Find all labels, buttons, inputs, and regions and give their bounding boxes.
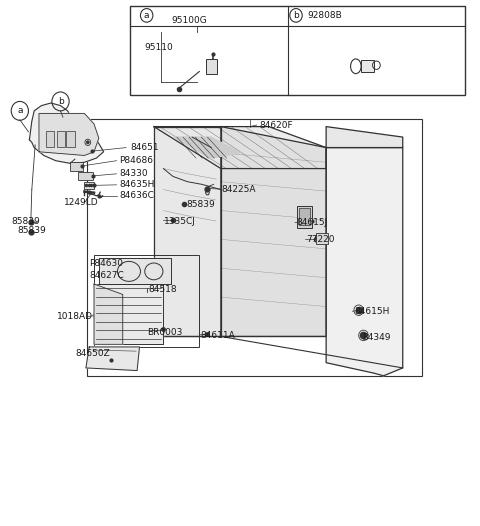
- Text: 1018AD: 1018AD: [57, 312, 93, 321]
- FancyBboxPatch shape: [130, 6, 465, 95]
- Text: 92808B: 92808B: [307, 11, 342, 20]
- Text: 84349: 84349: [362, 333, 391, 342]
- Text: b: b: [293, 11, 299, 20]
- FancyBboxPatch shape: [66, 132, 75, 147]
- Polygon shape: [99, 258, 170, 284]
- Text: a: a: [144, 11, 149, 20]
- Text: 84650Z: 84650Z: [75, 349, 109, 358]
- FancyBboxPatch shape: [300, 208, 310, 225]
- Text: 85839: 85839: [11, 217, 40, 226]
- Polygon shape: [39, 114, 99, 156]
- Text: 84330: 84330: [120, 169, 148, 178]
- Polygon shape: [326, 127, 403, 148]
- Text: 84615H: 84615H: [354, 307, 389, 316]
- Text: P84630: P84630: [89, 258, 123, 268]
- FancyBboxPatch shape: [57, 132, 65, 147]
- Polygon shape: [173, 137, 240, 158]
- Text: b: b: [58, 97, 63, 106]
- Text: 85839: 85839: [17, 226, 46, 235]
- Text: 84635H: 84635H: [120, 180, 155, 189]
- Text: 1335CJ: 1335CJ: [164, 217, 196, 226]
- FancyBboxPatch shape: [78, 171, 93, 179]
- Text: 77220: 77220: [306, 235, 335, 244]
- FancyBboxPatch shape: [297, 206, 312, 228]
- Polygon shape: [326, 148, 403, 376]
- Text: 84651: 84651: [130, 143, 158, 152]
- Polygon shape: [29, 103, 104, 164]
- Polygon shape: [154, 127, 326, 168]
- FancyBboxPatch shape: [70, 162, 83, 170]
- Text: 84225A: 84225A: [222, 185, 256, 194]
- Text: 84611A: 84611A: [201, 331, 236, 340]
- Polygon shape: [94, 284, 123, 345]
- Circle shape: [86, 141, 89, 144]
- FancyBboxPatch shape: [84, 181, 94, 188]
- Text: 95100G: 95100G: [172, 16, 208, 25]
- Text: 84636C: 84636C: [120, 191, 154, 200]
- Text: BR0003: BR0003: [147, 328, 182, 337]
- FancyBboxPatch shape: [206, 59, 217, 74]
- Text: 95110: 95110: [144, 44, 173, 53]
- Text: 1249LD: 1249LD: [64, 198, 99, 207]
- Polygon shape: [86, 347, 140, 370]
- Text: 84615J: 84615J: [297, 218, 328, 227]
- Text: P84686: P84686: [120, 156, 154, 165]
- Text: a: a: [17, 106, 23, 115]
- Text: 85839: 85839: [186, 200, 215, 209]
- Polygon shape: [94, 284, 163, 345]
- FancyBboxPatch shape: [316, 233, 327, 244]
- Polygon shape: [221, 127, 326, 337]
- Polygon shape: [154, 127, 221, 337]
- Text: 84518: 84518: [148, 285, 177, 294]
- Text: 84620F: 84620F: [259, 120, 293, 129]
- FancyBboxPatch shape: [46, 132, 54, 147]
- FancyBboxPatch shape: [361, 60, 374, 72]
- Text: 84627C: 84627C: [89, 270, 124, 279]
